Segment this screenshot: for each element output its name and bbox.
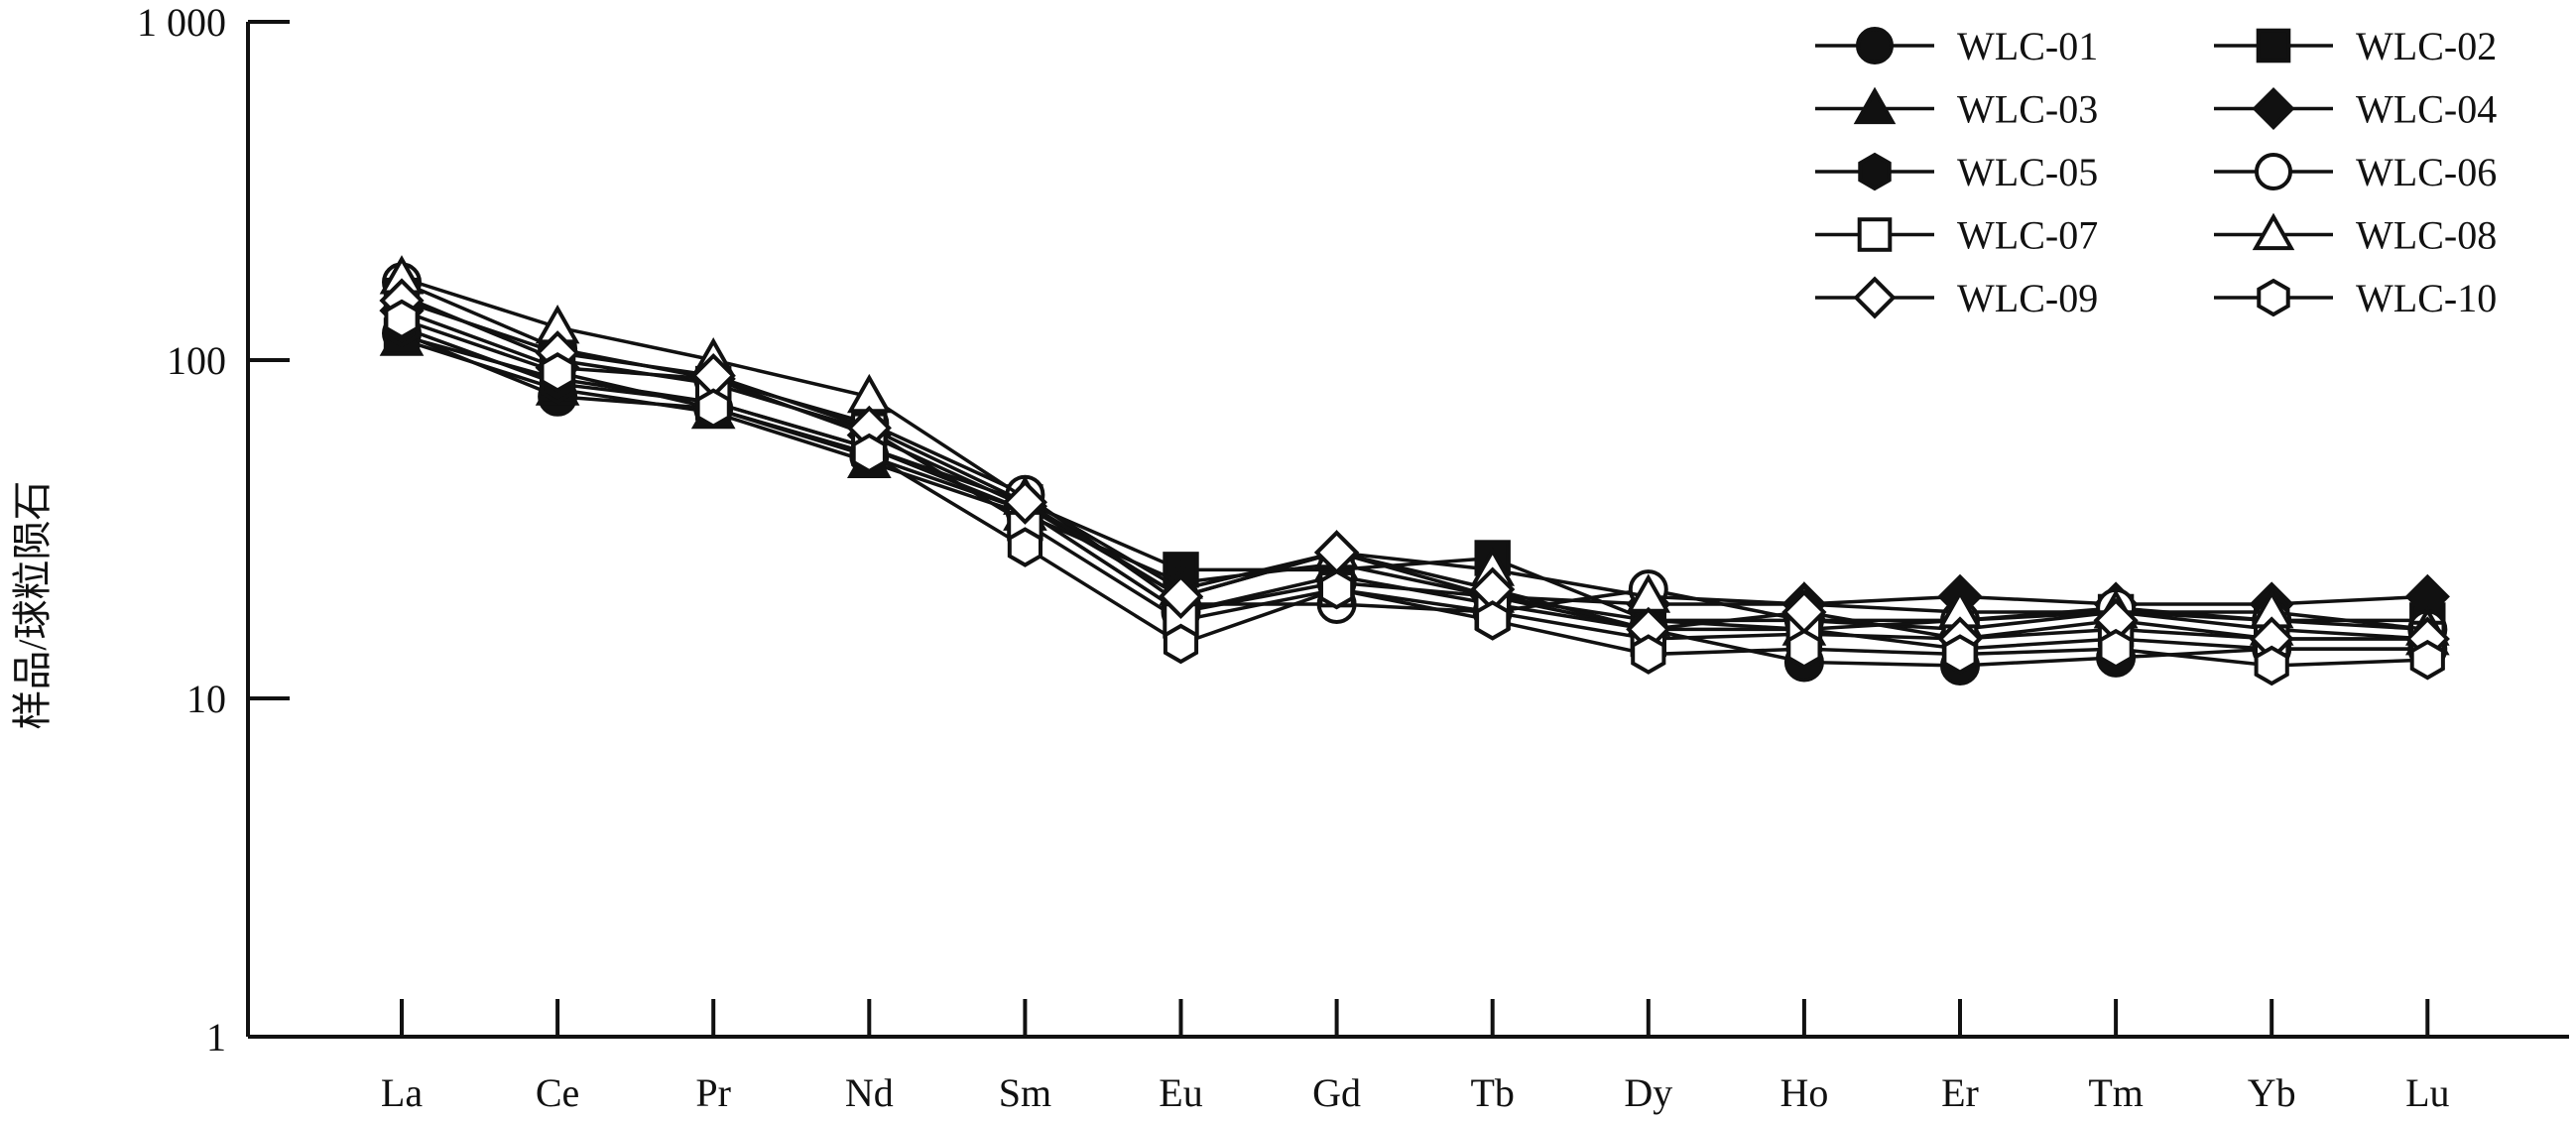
legend-item: WLC-07: [1815, 213, 2098, 258]
x-tick-label: Er: [1941, 1070, 1979, 1115]
data-point-marker: [1002, 479, 1048, 525]
x-tick-label: Eu: [1159, 1070, 1202, 1115]
data-point-marker: [1007, 527, 1043, 567]
y-axis-label: 样品/球粒陨石: [10, 480, 55, 729]
legend-item: WLC-10: [2214, 276, 2497, 320]
y-tick-label: 1: [206, 1015, 226, 1060]
series-line: [401, 317, 2428, 668]
data-point-marker: [2252, 86, 2295, 131]
data-point-marker: [2254, 645, 2289, 686]
legend-label: WLC-04: [2356, 87, 2497, 132]
data-point-marker: [1786, 628, 1822, 670]
series-wlc-04: [379, 288, 2450, 627]
series-wlc-07: [383, 277, 2446, 658]
data-point-marker: [851, 433, 887, 474]
legend-label: WLC-05: [1957, 150, 2098, 194]
legend-label: WLC-07: [1957, 213, 2098, 258]
x-tick-label: Yb: [2248, 1070, 2296, 1115]
x-tick-label: Gd: [1312, 1070, 1361, 1115]
legend-item: WLC-06: [2214, 150, 2497, 194]
data-point-marker: [1858, 152, 1892, 191]
x-tick-label: Ho: [1779, 1070, 1828, 1115]
x-tick-label: Sm: [999, 1070, 1051, 1115]
y-tick-label: 100: [167, 338, 226, 383]
data-point-marker: [2256, 28, 2291, 63]
data-point-marker: [2255, 153, 2292, 190]
data-point-marker: [695, 388, 731, 429]
series-line: [401, 280, 2428, 632]
x-tick-label: Lu: [2405, 1070, 2449, 1115]
series-line: [401, 294, 2428, 641]
legend-item: WLC-02: [2214, 24, 2497, 68]
series-wlc-08: [379, 255, 2450, 646]
data-point-marker: [384, 299, 420, 340]
legend-item: WLC-09: [1815, 276, 2098, 320]
x-axis-ticks: La Ce Pr Nd Sm Eu Gd Tb Dy Ho Er Tm Yb Lu: [381, 999, 2450, 1115]
series-line: [401, 309, 2428, 606]
data-point-marker: [2409, 639, 2445, 681]
series-line: [401, 299, 2428, 641]
legend-label: WLC-09: [1957, 276, 2098, 320]
data-point-marker: [2098, 628, 2134, 670]
data-point-marker: [540, 352, 575, 393]
x-tick-label: Tm: [2088, 1070, 2144, 1115]
x-tick-label: Nd: [845, 1070, 894, 1115]
data-point-marker: [2252, 212, 2295, 251]
data-point-marker: [1631, 634, 1666, 675]
series-layer: [379, 255, 2450, 686]
legend-label: WLC-03: [1957, 87, 2098, 132]
legend-label: WLC-06: [2356, 150, 2497, 194]
series-wlc-02: [383, 317, 2446, 648]
data-point-marker: [1857, 217, 1893, 252]
legend-label: WLC-08: [2356, 213, 2497, 258]
x-tick-label: Pr: [695, 1070, 731, 1115]
data-point-marker: [1319, 568, 1355, 610]
data-point-marker: [2257, 278, 2290, 317]
y-tick-label: 1 000: [137, 0, 226, 45]
data-point-marker: [1163, 623, 1199, 665]
series-wlc-10: [384, 299, 2445, 686]
x-tick-label: Tb: [1470, 1070, 1514, 1115]
data-point-marker: [1853, 276, 1897, 319]
data-point-marker: [1853, 86, 1897, 125]
legend-label: WLC-01: [1957, 24, 2098, 68]
y-axis-ticks: 1 10 100 1 000: [137, 0, 290, 1060]
x-tick-label: La: [381, 1070, 423, 1115]
data-point-marker: [1158, 573, 1204, 619]
legend-item: WLC-08: [2214, 213, 2497, 258]
series-line: [401, 325, 2428, 651]
legend-item: WLC-04: [2214, 87, 2497, 132]
x-tick-label: Dy: [1624, 1070, 1672, 1115]
axes: [246, 22, 2569, 1039]
legend-label: WLC-10: [2356, 276, 2497, 320]
legend: WLC-01 WLC-02 WLC-03 WLC-04 WLC-05 WLC-06 WLC-…: [1815, 24, 2497, 320]
data-point-marker: [1856, 27, 1894, 64]
legend-item: WLC-03: [1815, 87, 2098, 132]
y-tick-label: 10: [186, 677, 226, 721]
series-wlc-09: [379, 278, 2450, 662]
legend-item: WLC-01: [1815, 24, 2098, 68]
series-line: [401, 276, 2428, 632]
legend-label: WLC-02: [2356, 24, 2497, 68]
x-tick-label: Ce: [536, 1070, 579, 1115]
data-point-marker: [1942, 634, 1978, 675]
legend-item: WLC-05: [1815, 150, 2098, 194]
data-point-marker: [1475, 600, 1511, 641]
